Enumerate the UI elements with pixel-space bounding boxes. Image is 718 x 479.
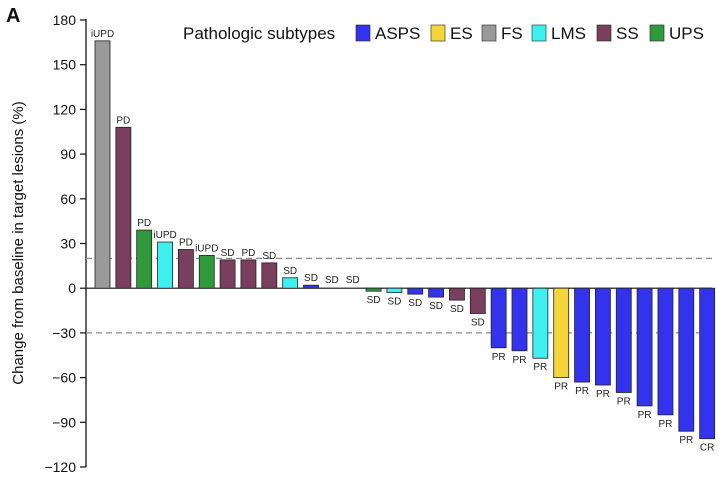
bar [386,287,403,294]
bar-response-label: SD [450,304,464,315]
bar [157,241,173,289]
legend-swatch-es [430,24,446,42]
bar [219,259,236,289]
bar [511,287,528,352]
legend-title: Pathologic subtypes [183,24,335,43]
bar-response-label: SD [325,275,339,286]
legend-label-lms: LMS [551,24,586,43]
bar-response-label: PR [658,419,672,430]
bar-response-label: SD [346,275,360,286]
y-tick-label: −60 [52,370,76,386]
bar [699,287,716,440]
bar [240,259,257,289]
y-axis: −120 −90 −60 −30 0 30 60 90 120 150 180 [44,12,87,475]
bar-response-label: PD [179,237,193,248]
legend-swatch-ss [596,24,612,42]
bar [365,287,382,292]
y-axis-label: Change from baseline in target lesions (… [10,101,27,384]
bar [282,277,299,289]
bar [115,126,132,289]
bar [636,287,653,407]
bar [449,287,465,301]
bar-response-label: PR [513,355,527,366]
bar [490,287,507,349]
bar-response-label: PR [533,362,547,373]
y-tick-label: 30 [60,236,76,252]
bar-response-label: PR [638,410,652,421]
bar-response-label: SD [283,266,297,277]
bar [574,287,590,383]
bar-response-label: PR [596,389,610,400]
bar-response-label: SD [429,301,443,312]
bar-response-label: iUPD [153,230,176,241]
bar-response-label: PD [137,218,151,229]
bar [657,287,674,416]
y-tick-label: −90 [52,414,76,430]
bar-response-label: PR [679,435,693,446]
bar [261,262,278,289]
bar-response-label: PR [554,382,568,393]
legend-label-fs: FS [501,24,523,43]
y-tick-label: −120 [44,459,76,475]
bar-response-label: SD [367,295,381,306]
bar [469,287,486,314]
legend-swatch-fs [481,24,497,42]
y-tick-label: 120 [53,101,77,117]
panel-label: A [6,5,20,27]
y-tick-label: 0 [68,280,76,296]
legend-label-ss: SS [616,24,639,43]
bar [428,287,445,298]
legend-swatch-asps [355,24,371,42]
bar-response-label: iUPD [91,29,114,40]
y-tick-label: 150 [53,57,77,73]
bar-response-label: PD [116,115,130,126]
legend-label-asps: ASPS [375,24,420,43]
bar-response-label: SD [387,297,401,308]
bar-response-label: SD [262,251,276,262]
y-tick-label: 60 [60,191,76,207]
y-tick-label: 90 [60,146,76,162]
bar-response-label: CR [700,443,714,454]
bar [136,229,153,289]
bar [678,287,695,432]
y-tick-label: −30 [52,325,76,341]
bar [615,287,632,393]
bar-response-label: PR [575,386,589,397]
bar-response-label: SD [471,318,485,329]
bar [177,249,194,289]
bar-response-label: PD [241,248,255,259]
bar-response-label: iUPD [195,243,218,254]
legend-label-es: ES [450,24,473,43]
bar [94,40,111,289]
legend-swatch-ups [649,24,665,42]
legend: Pathologic subtypes ASPS ES FS LMS SS UPS [183,24,704,43]
bar-response-label: PR [492,352,506,363]
bar-response-label: SD [304,273,318,284]
bar [198,255,215,289]
bar [407,287,424,295]
bar-response-label: SD [221,248,235,259]
bar [553,287,570,379]
bar-response-label: SD [408,298,422,309]
legend-label-ups: UPS [669,24,704,43]
legend-swatch-lms [531,24,547,42]
bar [595,287,611,386]
bar [532,287,549,359]
bar [303,284,319,289]
bar-response-label: PR [617,397,631,408]
y-tick-label: 180 [53,12,77,28]
